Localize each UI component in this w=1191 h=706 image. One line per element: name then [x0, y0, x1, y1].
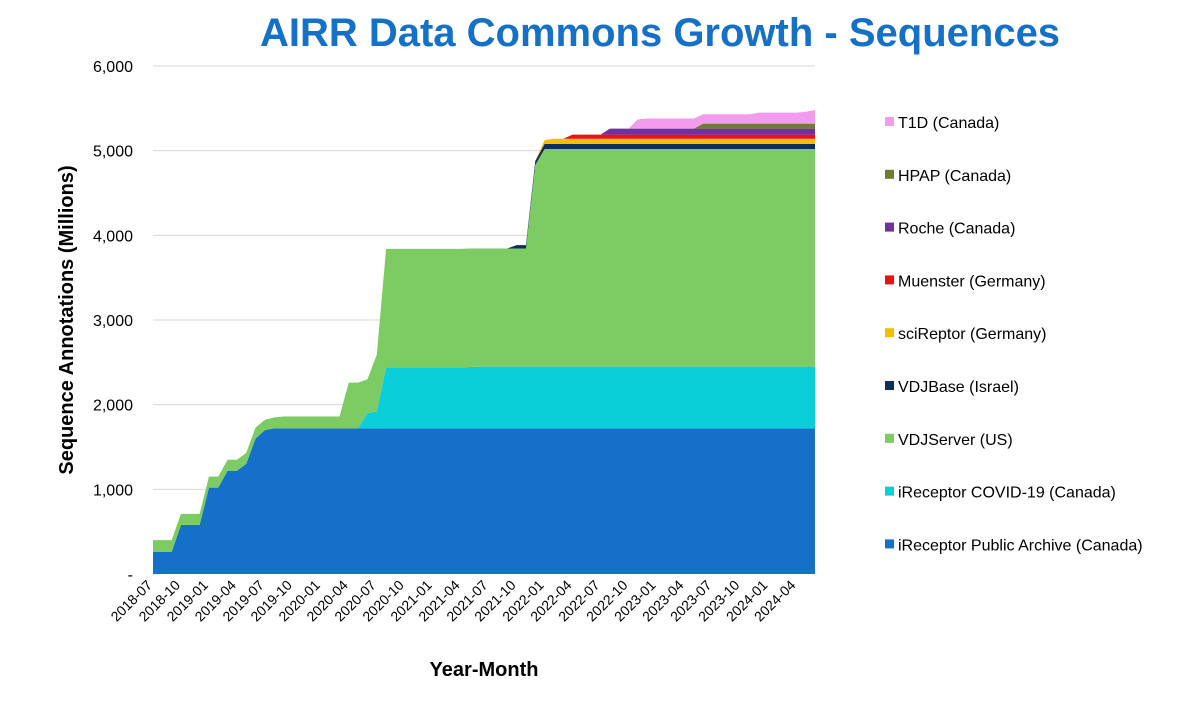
- legend-swatch-4: [885, 328, 894, 338]
- area-series-0: [153, 428, 815, 574]
- y-tick-label-2: 2,000: [93, 398, 133, 415]
- legend-label-1: iReceptor COVID-19 (Canada): [898, 485, 1116, 502]
- legend-swatch-0: [885, 539, 894, 549]
- chart-title: AIRR Data Commons Growth - Sequences: [260, 11, 1060, 55]
- legend-label-0: iReceptor Public Archive (Canada): [898, 537, 1143, 554]
- legend-swatch-1: [885, 486, 894, 496]
- legend: T1D (Canada) HPAP (Canada) Roche (Canada) M…: [885, 115, 1143, 554]
- legend-swatch-6: [885, 222, 894, 232]
- area-series-1: [153, 366, 815, 552]
- legend-label-8: T1D (Canada): [898, 115, 999, 132]
- y-axis-ticks: - 1,000 2,000 3,000 4,000 5,000 6,000: [93, 59, 133, 584]
- legend-swatch-2: [885, 433, 894, 443]
- stacked-areas: [153, 110, 815, 574]
- legend-label-5: Muenster (Germany): [898, 273, 1046, 290]
- y-tick-label-3: 3,000: [93, 313, 133, 330]
- legend-swatch-7: [885, 169, 894, 179]
- y-axis-label: Sequence Annotations (Millions): [56, 165, 78, 474]
- legend-swatch-5: [885, 275, 894, 285]
- legend-label-6: Roche (Canada): [898, 221, 1015, 238]
- legend-label-3: VDJBase (Israel): [898, 379, 1019, 396]
- x-axis-ticks: 2018-072018-102019-012019-042019-072019-…: [107, 577, 798, 625]
- y-tick-label-6: 6,000: [93, 59, 133, 76]
- y-tick-label-1: 1,000: [93, 482, 133, 499]
- legend-swatch-3: [885, 381, 894, 390]
- legend-label-7: HPAP (Canada): [898, 168, 1011, 185]
- legend-swatch-8: [885, 117, 894, 126]
- y-tick-label-5: 5,000: [93, 144, 133, 161]
- legend-label-2: VDJServer (US): [898, 432, 1013, 449]
- y-tick-label-4: 4,000: [93, 228, 133, 245]
- legend-label-4: sciReptor (Germany): [898, 326, 1046, 343]
- area-series-2: [153, 148, 815, 552]
- x-axis-label: Year-Month: [430, 659, 539, 681]
- y-tick-label-0: -: [128, 567, 133, 584]
